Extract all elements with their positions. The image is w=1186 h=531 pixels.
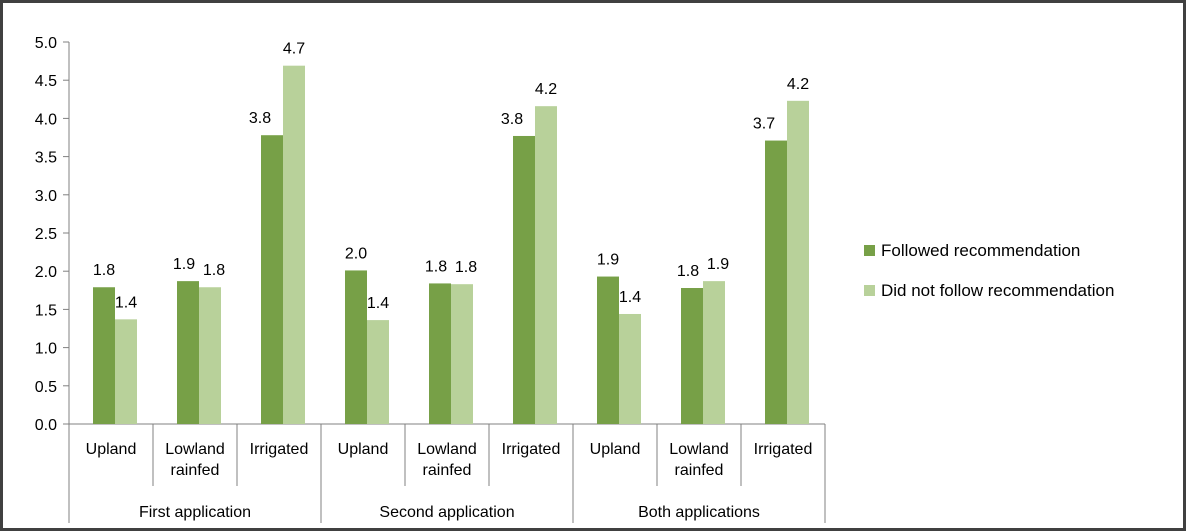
data-label-not-followed: 1.4 (115, 294, 137, 311)
bar-not-followed (199, 287, 221, 424)
y-tick-label: 4.0 (35, 111, 57, 128)
bar-followed (261, 135, 283, 424)
data-label-not-followed: 4.7 (283, 41, 305, 58)
data-label-followed: 1.8 (425, 258, 447, 275)
bar-followed (597, 276, 619, 424)
x-group-label: Second application (379, 504, 514, 521)
bar-followed (345, 270, 367, 424)
data-label-not-followed: 1.8 (203, 262, 225, 279)
data-label-followed: 1.8 (93, 262, 115, 279)
bar-not-followed (787, 100, 809, 424)
bar-followed (513, 135, 535, 425)
x-category-label: Irrigated (250, 441, 309, 458)
bar-not-followed (451, 284, 473, 424)
legend-swatch-followed (864, 245, 875, 256)
bar-not-followed (703, 281, 725, 424)
bar-followed (681, 288, 703, 424)
data-label-followed: 2.0 (345, 245, 367, 262)
y-tick-label: 1.0 (35, 341, 57, 358)
data-label-followed: 3.8 (249, 110, 271, 127)
data-label-not-followed: 1.4 (619, 289, 641, 306)
y-tick-label: 1.5 (35, 302, 57, 319)
data-label-not-followed: 1.9 (707, 256, 729, 273)
bar-not-followed (367, 320, 389, 424)
x-category-label: rainfed (675, 462, 724, 479)
x-category-label: Upland (338, 441, 389, 458)
y-tick-label: 2.0 (35, 264, 57, 281)
legend-label-followed: Followed recommendation (881, 241, 1080, 260)
y-tick-label: 2.5 (35, 226, 57, 243)
x-category-label: rainfed (171, 462, 220, 479)
bar-not-followed (115, 319, 137, 424)
bar-not-followed (535, 106, 557, 425)
y-tick-label: 5.0 (35, 35, 57, 52)
bar-followed (177, 281, 199, 424)
legend-swatch-not-followed (864, 285, 875, 296)
y-tick-label: 3.5 (35, 150, 57, 167)
y-tick-label: 0.0 (35, 417, 57, 434)
data-label-followed: 1.8 (677, 263, 699, 280)
data-label-not-followed: 1.4 (367, 295, 389, 312)
x-category-label: Upland (86, 441, 137, 458)
bar-followed (429, 283, 451, 424)
data-label-followed: 3.8 (501, 111, 523, 128)
data-label-followed: 1.9 (597, 252, 619, 269)
x-group-label: First application (139, 504, 251, 521)
data-label-not-followed: 4.2 (535, 81, 557, 98)
x-category-label: Lowland (669, 441, 729, 458)
data-label-followed: 1.9 (173, 256, 195, 273)
bar-followed (93, 287, 115, 424)
bar-not-followed (283, 65, 305, 425)
data-label-not-followed: 1.8 (455, 259, 477, 276)
bar-not-followed (619, 313, 641, 424)
x-category-label: Upland (590, 441, 641, 458)
x-category-label: Lowland (417, 441, 477, 458)
x-category-label: Irrigated (754, 441, 813, 458)
y-tick-label: 3.0 (35, 188, 57, 205)
data-label-followed: 3.7 (753, 116, 775, 133)
x-category-label: Irrigated (502, 441, 561, 458)
bar-followed (765, 140, 787, 424)
data-label-not-followed: 4.2 (787, 76, 809, 93)
y-tick-label: 0.5 (35, 379, 57, 396)
x-category-label: Lowland (165, 441, 225, 458)
y-tick-label: 4.5 (35, 73, 57, 90)
legend-label-not-followed: Did not follow recommendation (881, 281, 1114, 300)
x-category-label: rainfed (423, 462, 472, 479)
x-group-label: Both applications (638, 504, 760, 521)
